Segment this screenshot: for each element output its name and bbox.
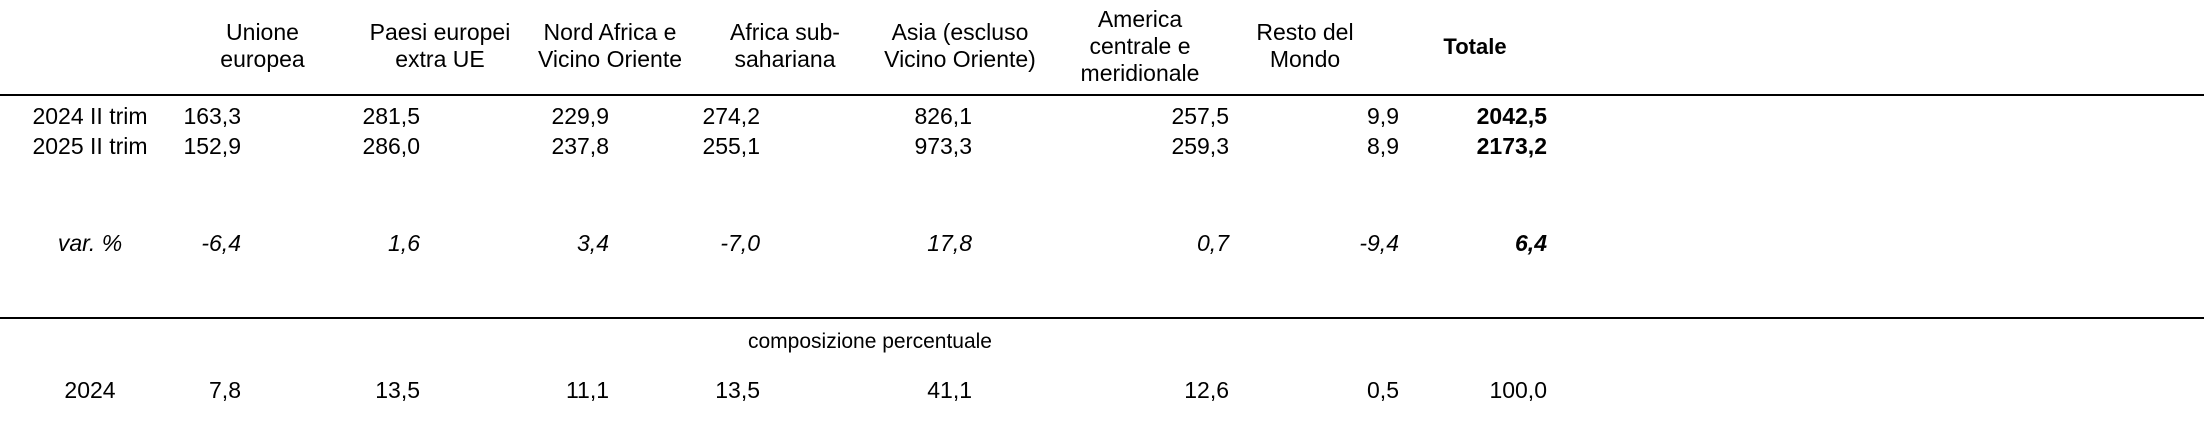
cell-value: 286,0 <box>362 133 420 159</box>
cell-value: 229,9 <box>551 103 609 129</box>
row-label: 2025 II trim <box>32 133 148 159</box>
cell-value: 152,9 <box>183 133 241 159</box>
cell-total: 100,0 <box>1489 377 1547 403</box>
cell-value: 13,5 <box>375 377 420 403</box>
header-resto-del-mondo: Resto del Mondo <box>1256 19 1354 72</box>
row-label: 2024 II trim <box>32 103 148 129</box>
cell-value: 281,5 <box>362 103 420 129</box>
cell-value: 163,3 <box>183 103 241 129</box>
header-asia: Asia (escluso Vicino Oriente) <box>884 19 1036 72</box>
cell-value: 973,3 <box>914 133 972 159</box>
cell-value: 17,8 <box>927 230 972 256</box>
table-row-variation: var. % -6,4 1,6 3,4 -7,0 17,8 0,7 -9,4 6… <box>0 225 2204 261</box>
table-row: 2024 7,8 13,5 11,1 13,5 41,1 12,6 0,5 10… <box>0 372 2204 408</box>
cell-value: 826,1 <box>914 103 972 129</box>
header-america: America centrale e meridionale <box>1080 5 1200 86</box>
header-paesi-europei-extra-ue: Paesi europei extra UE <box>369 19 511 72</box>
cell-value: -6,4 <box>201 230 241 256</box>
cell-total: 6,4 <box>1515 230 1547 256</box>
header-totale: Totale <box>1443 33 1507 59</box>
cell-total: 2173,2 <box>1476 133 1547 159</box>
header-unione-europea: Unione europea <box>220 19 305 72</box>
cell-value: 11,1 <box>565 377 609 403</box>
cell-value: 3,4 <box>577 230 609 256</box>
section-title-composizione: composizione percentuale <box>748 330 992 353</box>
cell-value: 1,6 <box>388 230 420 256</box>
cell-value: 0,5 <box>1367 377 1399 403</box>
cell-total: 2042,5 <box>1476 103 1547 129</box>
cell-value: 255,1 <box>702 133 760 159</box>
cell-value: 9,9 <box>1367 103 1399 129</box>
cell-value: -7,0 <box>720 230 760 256</box>
cell-value: 12,6 <box>1184 377 1229 403</box>
cell-value: 41,1 <box>927 377 972 403</box>
table-row: 2024 II trim 163,3 281,5 229,9 274,2 826… <box>0 98 2204 134</box>
cell-value: 237,8 <box>551 133 609 159</box>
cell-value: 274,2 <box>702 103 760 129</box>
row-label: var. % <box>57 230 123 256</box>
cell-value: 0,7 <box>1197 230 1229 256</box>
section-rule <box>0 317 2204 319</box>
cell-value: 13,5 <box>715 377 760 403</box>
cell-value: 8,9 <box>1367 133 1399 159</box>
row-label: 2024 <box>64 377 116 403</box>
cell-value: 259,3 <box>1171 133 1229 159</box>
header-rule <box>0 94 2204 96</box>
cell-value: 7,8 <box>209 377 241 403</box>
header-nord-africa: Nord Africa e Vicino Oriente <box>537 19 683 72</box>
header-africa-sub-sahariana: Africa sub- sahariana <box>730 19 840 72</box>
table-row: 2025 II trim 152,9 286,0 237,8 255,1 973… <box>0 128 2204 164</box>
cell-value: 257,5 <box>1171 103 1229 129</box>
cell-value: -9,4 <box>1359 230 1399 256</box>
